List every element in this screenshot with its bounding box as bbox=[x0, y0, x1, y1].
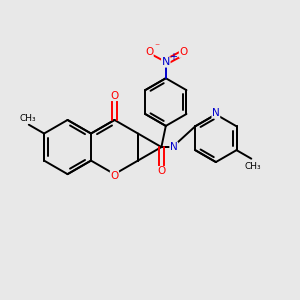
Text: O: O bbox=[145, 47, 153, 57]
Text: O: O bbox=[157, 167, 166, 176]
Text: CH₃: CH₃ bbox=[19, 114, 36, 123]
Text: N: N bbox=[170, 142, 178, 152]
Text: CH₃: CH₃ bbox=[244, 162, 261, 171]
Text: +: + bbox=[169, 52, 177, 62]
Text: N: N bbox=[212, 108, 220, 118]
Text: O: O bbox=[110, 91, 118, 100]
Text: O: O bbox=[179, 47, 188, 57]
Text: N: N bbox=[162, 57, 170, 67]
Text: ⁻: ⁻ bbox=[154, 42, 160, 52]
Text: O: O bbox=[110, 171, 118, 181]
